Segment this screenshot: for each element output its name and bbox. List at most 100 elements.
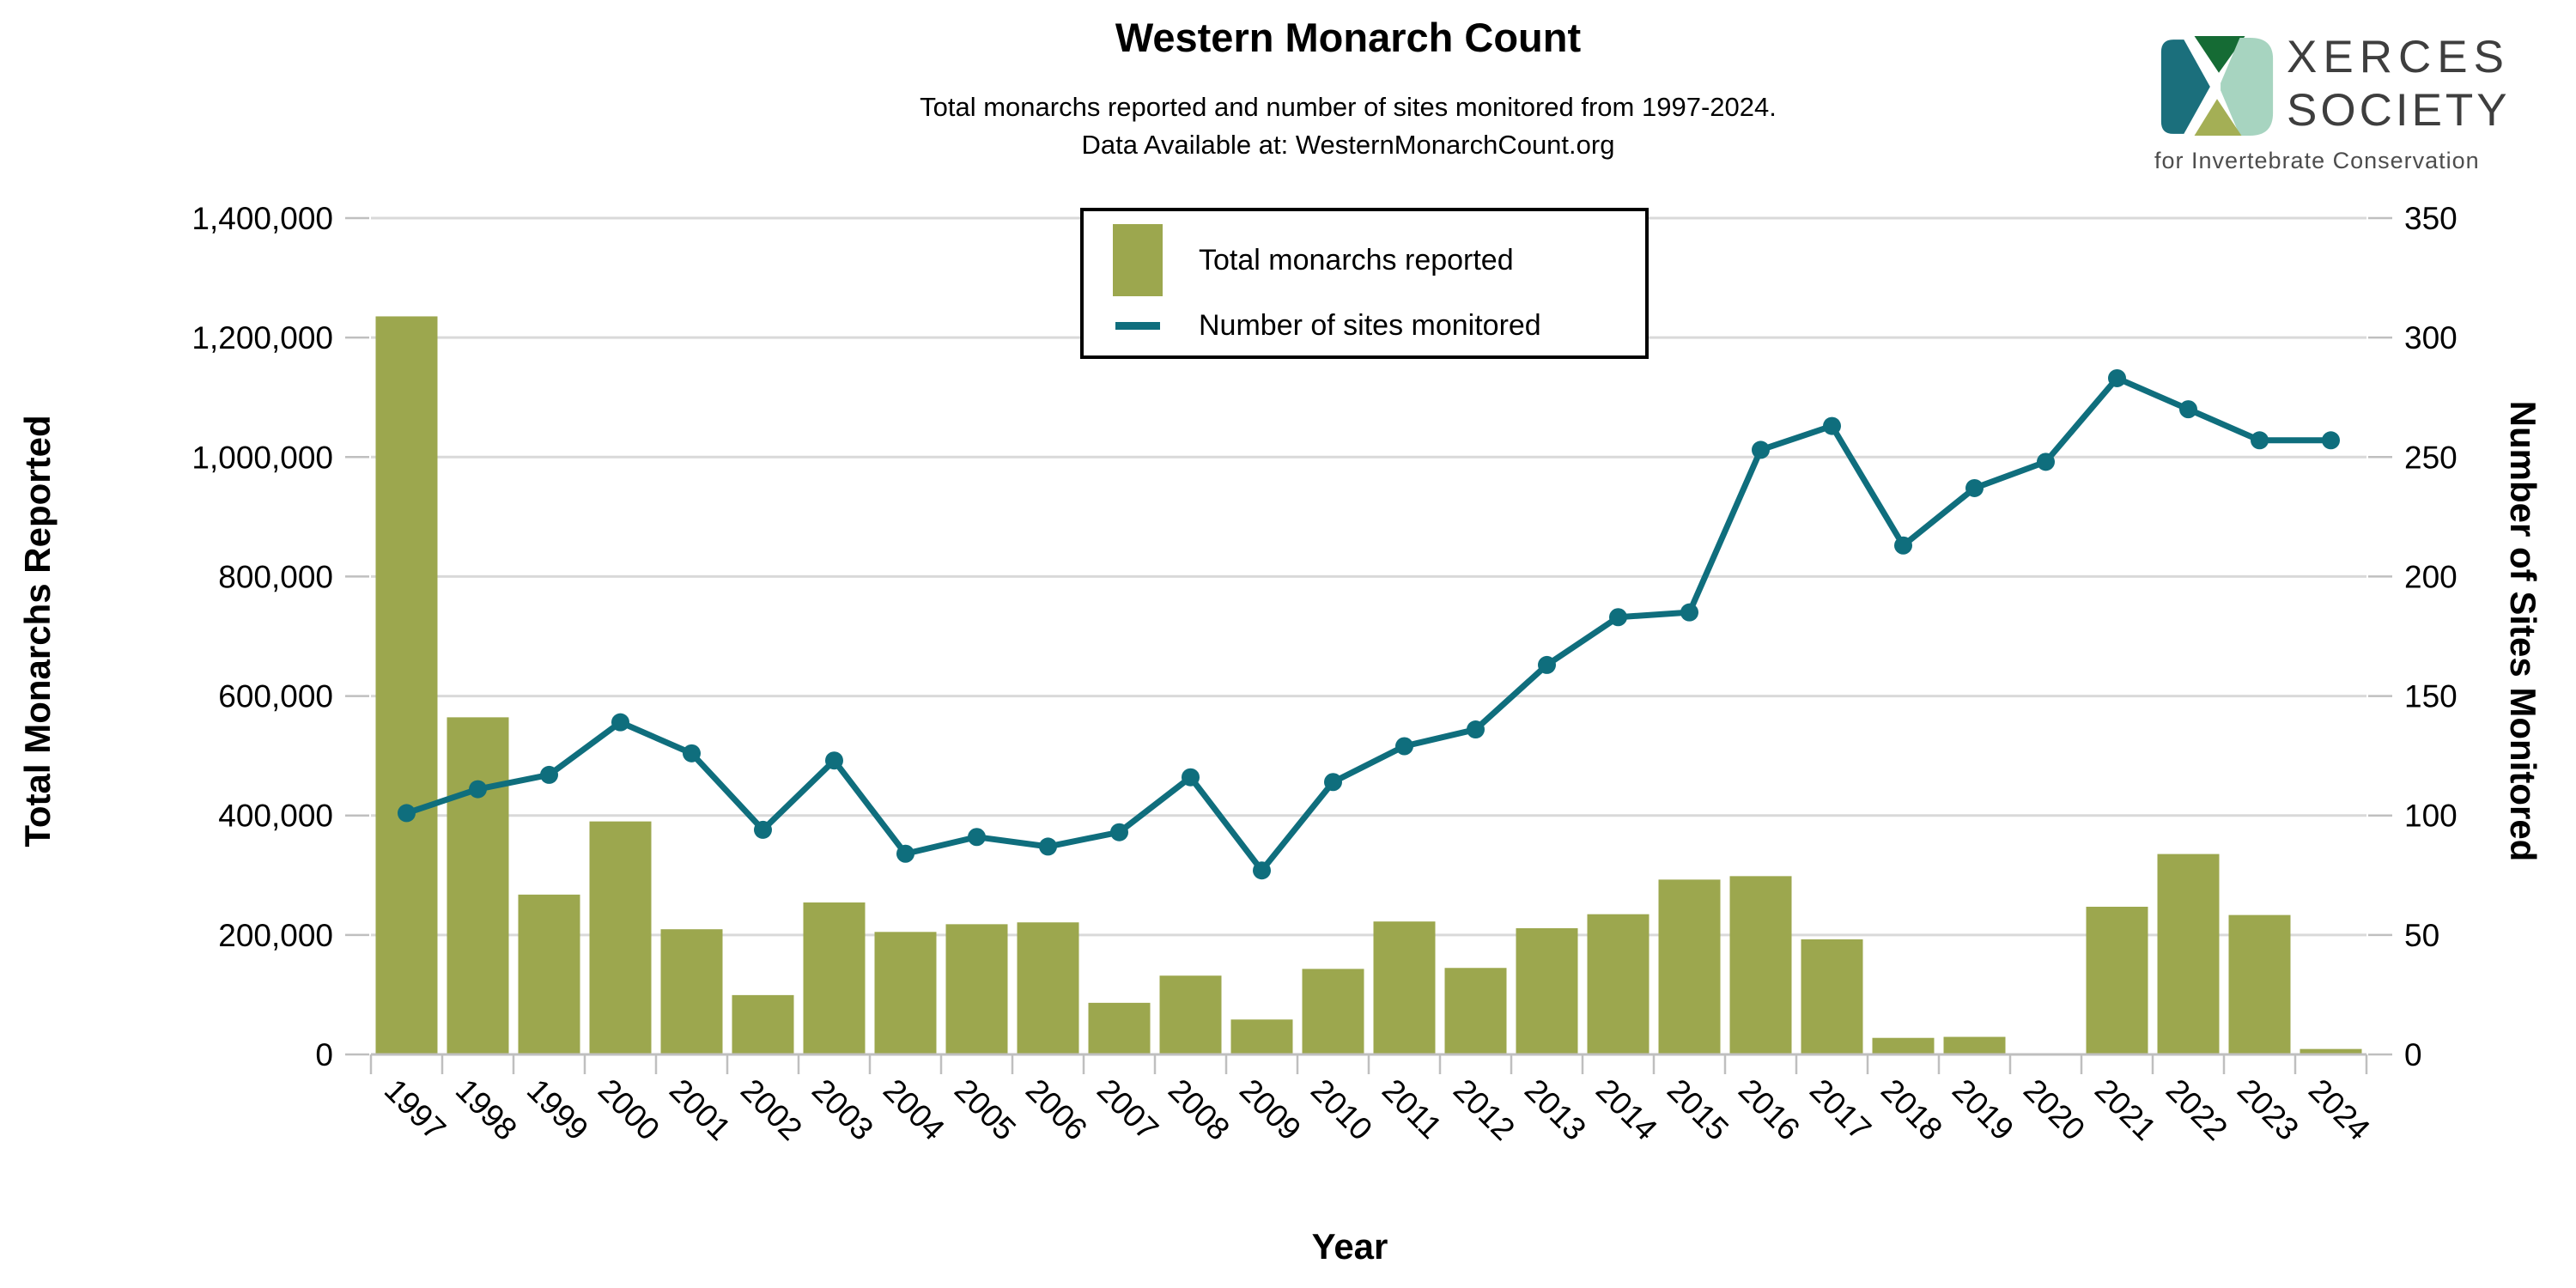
bar-2009	[1230, 1019, 1293, 1054]
line-point-2020	[2037, 453, 2055, 471]
line-point-1999	[540, 765, 558, 784]
logo-mark-right-shape	[2221, 38, 2274, 136]
bar-1998	[447, 717, 509, 1054]
bar-2017	[1801, 939, 1863, 1054]
legend-label-sites: Number of sites monitored	[1199, 309, 1541, 342]
line-point-2021	[2108, 368, 2126, 387]
right-axis-tick-label: 350	[2404, 201, 2458, 236]
legend-line-swatch-icon	[1115, 322, 1160, 330]
logo-tagline: for Invertebrate Conservation	[2154, 148, 2480, 173]
left-axis-tick-label: 1,400,000	[191, 201, 333, 236]
x-axis-tick-label: 2000	[592, 1072, 666, 1147]
logo-mark-top-shape	[2194, 36, 2245, 73]
line-point-1997	[398, 804, 416, 823]
x-axis-tick-label: 2008	[1162, 1072, 1236, 1147]
left-axis-tick-label: 1,000,000	[191, 440, 333, 475]
bar-2004	[874, 932, 937, 1054]
x-axis-tick-label: 2005	[948, 1072, 1023, 1147]
bar-2003	[803, 902, 866, 1054]
x-axis-tick-label: 2017	[1803, 1072, 1878, 1147]
line-point-1998	[469, 780, 487, 799]
right-axis-tick-label: 100	[2404, 799, 2458, 834]
bar-2010	[1302, 969, 1364, 1054]
x-axis-tick-label: 2009	[1233, 1072, 1308, 1147]
x-axis-tick-label: 2020	[2017, 1072, 2092, 1147]
bar-2021	[2086, 906, 2148, 1054]
line-point-2005	[968, 828, 986, 847]
logo-mark-bottom-shape	[2194, 99, 2242, 136]
left-axis-tick-label: 600,000	[218, 679, 333, 714]
x-axis-tick-label: 2015	[1661, 1072, 1735, 1147]
x-axis-tick-label: 2010	[1304, 1072, 1379, 1147]
x-axis-tick-label: 2013	[1518, 1072, 1593, 1147]
left-axis-tick-label: 400,000	[218, 799, 333, 834]
xerces-logo-mark-icon	[2160, 36, 2274, 136]
sites-monitored-line	[404, 374, 2334, 874]
bar-2016	[1729, 876, 1792, 1054]
x-axis-tick-label: 2021	[2088, 1072, 2163, 1147]
x-axis-tick-label: 2024	[2302, 1072, 2377, 1147]
line-point-2000	[611, 713, 629, 732]
legend: Total monarchs reported Number of sites …	[1080, 208, 1649, 359]
right-axis-tick-label: 200	[2404, 559, 2458, 594]
logo-name-line2: SOCIETY	[2287, 85, 2511, 136]
bar-2002	[732, 994, 794, 1054]
line-point-2022	[2179, 400, 2197, 419]
left-axis-tick-label: 0	[315, 1037, 333, 1072]
x-axis-tick-label: 2014	[1589, 1072, 1664, 1147]
bar-2005	[945, 924, 1008, 1054]
x-axis-tick-label: 1998	[449, 1072, 524, 1147]
line-point-2008	[1182, 768, 1200, 787]
line-point-2019	[1965, 478, 1984, 497]
logo-mark-left-shape	[2160, 39, 2210, 134]
page-title: Western Monarch Count	[1115, 15, 1582, 60]
chart-subtitle-line1: Total monarchs reported and number of si…	[920, 92, 1777, 122]
bar-1997	[375, 316, 438, 1054]
line-point-2015	[1680, 603, 1698, 622]
bar-2007	[1088, 1002, 1151, 1054]
right-axis-tick-label: 300	[2404, 320, 2458, 355]
right-axis-tick-label: 250	[2404, 440, 2458, 475]
bar-2014	[1587, 914, 1649, 1054]
legend-label-monarchs: Total monarchs reported	[1199, 243, 1514, 276]
legend-item-sites: Number of sites monitored	[1113, 309, 1645, 343]
right-axis-tick-label: 0	[2404, 1037, 2422, 1072]
x-axis-tick-label: 2003	[805, 1072, 880, 1147]
x-axis-tick-label: 2011	[1376, 1072, 1449, 1145]
left-axis-tick-label: 1,200,000	[191, 320, 333, 355]
legend-item-monarchs: Total monarchs reported	[1113, 224, 1645, 296]
xerces-society-logo: XERCES SOCIETY for Invertebrate Conserva…	[2151, 26, 2522, 185]
header: Western Monarch Count Total monarchs rep…	[361, 0, 2336, 160]
x-axis-tick-label: 2007	[1091, 1072, 1165, 1147]
line-point-2012	[1467, 720, 1485, 739]
line-point-2011	[1395, 737, 1413, 756]
bar-2024	[2300, 1048, 2362, 1054]
line-point-2007	[1110, 823, 1128, 841]
x-axis-tick-label: 2016	[1732, 1072, 1807, 1147]
bar-2011	[1373, 921, 1436, 1054]
bar-2022	[2157, 854, 2220, 1054]
right-axis-tick-label: 50	[2404, 918, 2439, 953]
legend-bar-swatch-icon	[1113, 224, 1163, 296]
x-axis-tick-label: 1997	[378, 1072, 453, 1147]
right-axis-tick-label: 150	[2404, 679, 2458, 714]
right-axis-title: Number of Sites Monitored	[2503, 400, 2543, 862]
line-point-2024	[2322, 431, 2340, 450]
line-point-2006	[1039, 837, 1057, 856]
line-point-2023	[2251, 431, 2269, 450]
line-point-2017	[1823, 416, 1841, 435]
x-axis-title: Year	[1311, 1226, 1388, 1267]
left-axis-tick-label: 200,000	[218, 918, 333, 953]
line-point-2003	[825, 751, 843, 770]
line-point-2018	[1894, 536, 1912, 555]
x-axis-tick-label: 2004	[877, 1072, 951, 1147]
x-axis-tick-label: 1999	[520, 1072, 595, 1147]
bar-2019	[1943, 1036, 2006, 1054]
line-point-2014	[1609, 608, 1627, 627]
chart-subtitle-line2: Data Available at: WesternMonarchCount.o…	[1081, 130, 1615, 160]
x-axis-tick-label: 2012	[1447, 1072, 1522, 1147]
left-axis-tick-label: 800,000	[218, 559, 333, 594]
x-axis-tick-label: 2019	[1946, 1072, 2020, 1147]
bar-2023	[2228, 914, 2291, 1054]
